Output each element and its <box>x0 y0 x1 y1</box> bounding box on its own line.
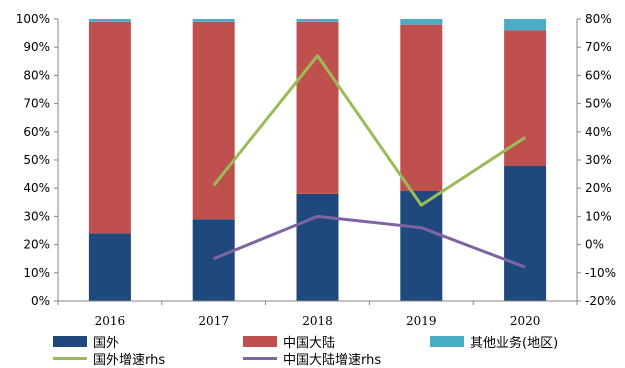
line-mainland-growth <box>213 214 526 269</box>
right-tick-label: 0% <box>585 238 604 252</box>
right-tick-label: 20% <box>585 181 612 195</box>
bar-foreign-2018 <box>296 193 339 301</box>
bar-mainland-2020 <box>504 30 547 166</box>
bar-other-2017 <box>192 19 235 22</box>
right-tick-label: 30% <box>585 153 612 167</box>
right-tick-label: -20% <box>585 294 616 308</box>
bar-other-2020 <box>504 19 547 31</box>
right-tick-label: -10% <box>585 266 616 280</box>
right-tick-label: 60% <box>585 68 612 82</box>
bar-foreign-2016 <box>88 233 131 301</box>
left-tick-label: 50% <box>23 153 50 167</box>
bar-mainland-2016 <box>88 21 131 234</box>
line-foreign-growth <box>212 54 526 207</box>
left-tick-label: 0% <box>31 294 50 308</box>
right-tick-label: 50% <box>585 97 612 111</box>
axes-layer: 0% 10% 20% 30% 40% 50% 60% 70% 80% 90% 100% -20% -10… <box>16 12 616 328</box>
left-tick-label: 70% <box>23 97 50 111</box>
bar-other-2019 <box>400 19 443 25</box>
x-tick-label-2017: 2017 <box>198 314 229 328</box>
x-tick-label-2018: 2018 <box>302 314 333 328</box>
left-tick-label: 60% <box>23 125 50 139</box>
bar-mainland-2017 <box>192 21 235 220</box>
right-tick-label: 40% <box>585 125 612 139</box>
right-tick-label: 80% <box>585 12 612 26</box>
bar-foreign-2020 <box>504 165 547 301</box>
left-tick-label: 100% <box>16 12 50 26</box>
right-tick-label: 10% <box>585 209 612 223</box>
bars-layer <box>88 19 547 301</box>
right-tick-label: 70% <box>585 40 612 54</box>
left-tick-label: 10% <box>23 266 50 280</box>
bar-other-2018 <box>296 19 339 22</box>
x-tick-label-2020: 2020 <box>510 314 541 328</box>
left-tick-label: 80% <box>23 68 50 82</box>
x-tick-label-2019: 2019 <box>406 314 437 328</box>
bar-other-2016 <box>88 19 131 22</box>
bar-foreign-2019 <box>400 191 443 301</box>
left-tick-label: 90% <box>23 40 50 54</box>
lines-layer <box>212 54 526 269</box>
x-tick-label-2016: 2016 <box>95 314 126 328</box>
left-tick-label: 40% <box>23 181 50 195</box>
bar-mainland-2018 <box>296 21 339 194</box>
bar-foreign-2017 <box>192 219 235 301</box>
left-tick-label: 30% <box>23 209 50 223</box>
bar-mainland-2019 <box>400 24 443 192</box>
left-tick-label: 20% <box>23 238 50 252</box>
